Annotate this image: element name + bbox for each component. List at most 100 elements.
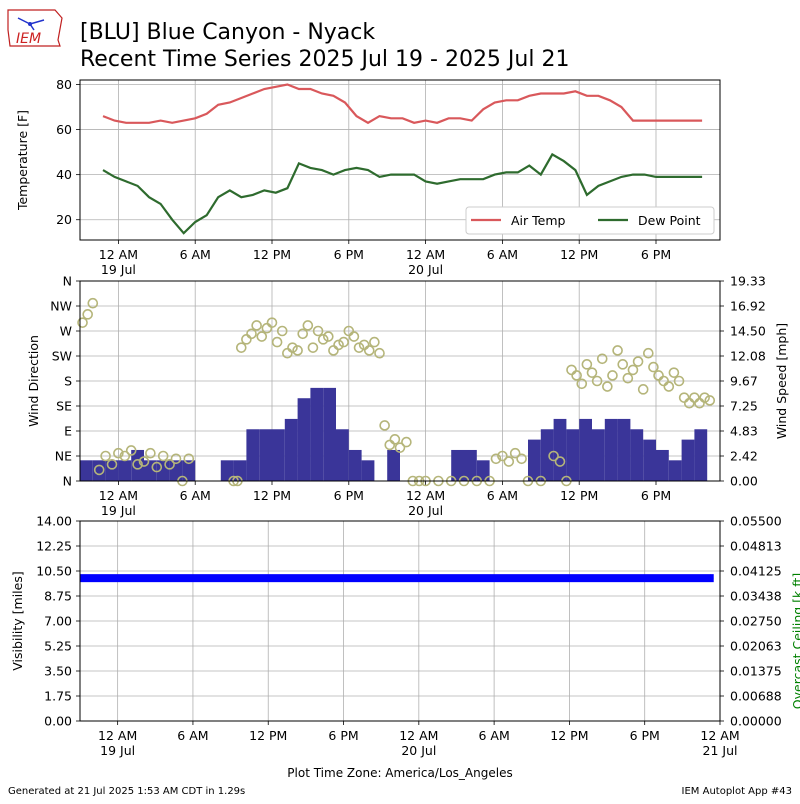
- wind-direction-point: [576, 378, 588, 390]
- x-tick-label: 12 AM: [99, 488, 138, 503]
- wind-speed-bar: [220, 460, 234, 481]
- timezone-label: Plot Time Zone: America/Los_Angeles: [287, 766, 512, 780]
- wind-direction-point: [125, 445, 137, 456]
- x-tick-label: 6 PM: [328, 728, 358, 743]
- y-tick-label: 14.00: [36, 514, 72, 529]
- wind-direction-point: [183, 453, 195, 465]
- wind-speed-bar: [566, 429, 580, 481]
- wind-speed-bar: [579, 418, 592, 481]
- x-tick-label: 6 AM: [180, 247, 211, 262]
- ceiling-tick-label: 0.00688: [730, 689, 782, 704]
- wind-speed-bar: [297, 398, 311, 481]
- wind-speed-bar: [284, 418, 298, 481]
- wind-direction-point: [374, 347, 385, 359]
- wind-direction-point: [379, 420, 390, 431]
- wind-speed-bar: [528, 439, 541, 481]
- x-tick-date: 21 Jul: [703, 743, 738, 758]
- wind-direction-point: [394, 442, 406, 453]
- wind-direction-point: [673, 375, 685, 387]
- wind-direction-point: [145, 447, 156, 459]
- ceiling-tick-label: 0.04125: [730, 564, 782, 579]
- x-tick-label: 12 PM: [560, 488, 598, 503]
- direction-tick-label: SE: [56, 399, 72, 414]
- wind-direction-point: [338, 336, 349, 348]
- iem-logo: IEM: [7, 9, 63, 47]
- wind-speed-bar: [105, 460, 119, 481]
- x-tick-label: 12 PM: [253, 247, 291, 262]
- wind-direction-point: [93, 464, 105, 476]
- wind-direction-point: [241, 334, 252, 345]
- wind-panel: N NE E SE S SW W NW N 0.00 2.42 4.83 7.25 9.67 12.08 14…: [26, 274, 789, 519]
- wind-direction-point: [302, 320, 314, 331]
- wind-direction-point: [87, 297, 99, 309]
- wind-direction-point: [271, 336, 283, 348]
- wind-speed-bar: [617, 418, 631, 481]
- x-tick-label: 12 AM: [700, 728, 739, 743]
- wind-speed-bar: [681, 439, 695, 481]
- x-tick-label: 12 AM: [399, 728, 438, 743]
- direction-tick-label: N: [63, 274, 72, 289]
- direction-tick-label: SW: [52, 349, 72, 364]
- ceiling-tick-label: 0.03438: [730, 589, 782, 604]
- x-tick-label: 6 PM: [334, 247, 364, 262]
- direction-tick-label: N: [63, 474, 72, 489]
- speed-tick-label: 0.00: [730, 474, 758, 489]
- wind-direction-point: [384, 439, 396, 451]
- wind-direction-point: [389, 434, 401, 445]
- x-tick-label: 12 AM: [406, 488, 445, 503]
- wind-direction-point: [627, 364, 639, 376]
- wind-speed-bar: [80, 460, 93, 481]
- wind-direction-point: [602, 381, 613, 392]
- wind-direction-point: [596, 353, 608, 365]
- wind-direction-point: [653, 370, 664, 381]
- x-tick-date: 20 Jul: [401, 743, 436, 758]
- wind-direction-point: [132, 459, 143, 470]
- visibility-series: [80, 574, 714, 583]
- x-tick-label: 6 PM: [334, 488, 364, 503]
- wind-direction-point: [497, 450, 508, 462]
- legend-box: [465, 206, 715, 235]
- y-tick-label: 80: [56, 77, 72, 92]
- x-tick-label: 6 PM: [641, 247, 671, 262]
- wind-direction-point: [548, 450, 559, 462]
- x-tick-label: 6 AM: [478, 728, 509, 743]
- wind-speed-bar: [156, 460, 170, 481]
- wind-speed-bar: [540, 429, 554, 481]
- wind-direction-point: [401, 436, 412, 448]
- chart-subtitle: Recent Time Series 2025 Jul 19 - 2025 Ju…: [80, 47, 569, 72]
- wind-direction-point: [648, 361, 659, 373]
- wind-speed-bar: [92, 460, 106, 481]
- x-tick-label: 6 AM: [180, 488, 211, 503]
- y2-axis-label: Overcast Ceiling [k ft]: [790, 573, 800, 709]
- wind-direction-point: [235, 342, 247, 353]
- x-tick-label: 12 PM: [560, 247, 598, 262]
- wind-speed-bar: [668, 460, 682, 481]
- wind-direction-point: [363, 345, 375, 356]
- wind-direction-point: [369, 336, 380, 348]
- x-tick-label: 12 AM: [99, 247, 138, 262]
- temp-frame: [79, 79, 721, 241]
- ceiling-tick-label: 0.01375: [730, 664, 782, 679]
- wind-direction-point: [699, 392, 710, 403]
- wind-direction-point: [328, 345, 339, 356]
- wind-direction-point: [554, 456, 566, 467]
- speed-tick-label: 14.50: [730, 324, 766, 339]
- air-temp-line: [102, 83, 703, 125]
- y-tick-label: 1.75: [44, 689, 72, 704]
- direction-tick-label: NW: [50, 299, 72, 314]
- speed-tick-label: 9.67: [730, 374, 758, 389]
- x-tick-date: 19 Jul: [101, 262, 136, 277]
- wind-speed-bar: [336, 429, 349, 481]
- wind-frame: [79, 280, 721, 482]
- wind-speed-bar: [643, 439, 656, 481]
- x-tick-label: 12 PM: [249, 728, 287, 743]
- x-tick-label: 12 PM: [253, 488, 291, 503]
- wind-speed-bar: [259, 429, 272, 481]
- wind-direction-point: [119, 450, 131, 462]
- wind-speed-bar: [553, 418, 567, 481]
- wind-direction-point: [643, 347, 654, 359]
- wind-direction-point: [704, 395, 716, 406]
- wind-direction-point: [622, 372, 634, 384]
